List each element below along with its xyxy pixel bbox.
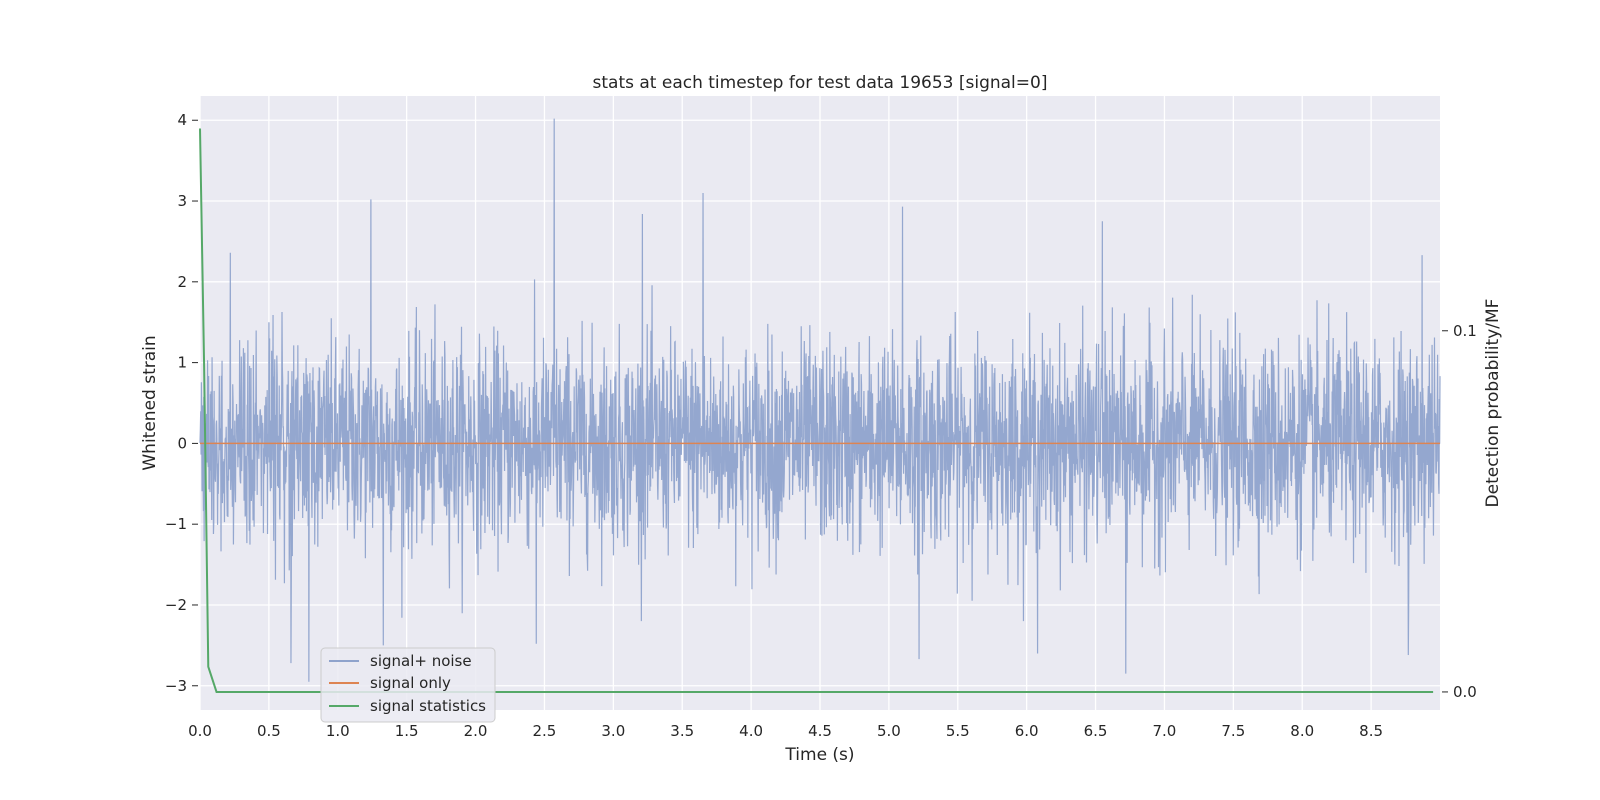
x-tick-label: 0.0 xyxy=(188,722,212,740)
x-tick-label: 6.0 xyxy=(1015,722,1039,740)
y-tick-label: −1 xyxy=(165,515,187,533)
y2-axis-label: Detection probability/MF xyxy=(1483,299,1503,508)
x-tick-label: 8.0 xyxy=(1290,722,1314,740)
x-tick-label: 7.5 xyxy=(1221,722,1245,740)
x-tick-label: 1.0 xyxy=(326,722,350,740)
x-tick-label: 2.5 xyxy=(533,722,557,740)
line-signal-statistics xyxy=(199,128,1434,693)
x-tick-label: 4.0 xyxy=(739,722,763,740)
legend-label-noise: signal+ noise xyxy=(370,652,472,670)
legend-label-stats: signal statistics xyxy=(370,697,486,715)
y-tick-label: 2 xyxy=(177,273,187,291)
x-tick-label: 1.5 xyxy=(395,722,419,740)
x-axis-label: Time (s) xyxy=(784,745,854,765)
y-tick-label: −2 xyxy=(165,596,187,614)
chart-title: stats at each timestep for test data 196… xyxy=(593,73,1048,93)
y-tick-label: 4 xyxy=(177,111,187,129)
legend-label-signal: signal only xyxy=(370,674,451,692)
legend: signal+ noise signal only signal statist… xyxy=(320,647,496,723)
y2-tick-label: 0.1 xyxy=(1453,322,1477,340)
y-tick-label: 1 xyxy=(177,354,187,372)
y2-tick-label: 0.0 xyxy=(1453,683,1477,701)
series-signal-statistics xyxy=(199,128,1434,693)
x-tick-label: 5.0 xyxy=(877,722,901,740)
x-tick-label: 3.5 xyxy=(670,722,694,740)
y-tick-label: 3 xyxy=(177,192,187,210)
line-signal-noise xyxy=(199,118,1441,682)
y-axis-label: Whitened strain xyxy=(140,335,160,470)
legend-box xyxy=(320,647,496,723)
x-tick-label: 2.0 xyxy=(464,722,488,740)
x-tick-label: 0.5 xyxy=(257,722,281,740)
y-tick-label: 0 xyxy=(177,434,187,452)
y-tick-label: −3 xyxy=(165,677,187,695)
y-axis-ticks: −3 −2 −1 0 1 2 3 4 xyxy=(165,111,198,695)
x-tick-label: 6.5 xyxy=(1084,722,1108,740)
x-tick-label: 3.0 xyxy=(601,722,625,740)
x-axis-ticks: 0.0 0.5 1.0 1.5 2.0 2.5 3.0 3.5 4.0 4.5 5.0 5.5 6.0 6… xyxy=(188,722,1383,740)
y2-axis-ticks: 0.0 0.1 xyxy=(1442,322,1477,701)
x-tick-label: 5.5 xyxy=(946,722,970,740)
x-tick-label: 8.5 xyxy=(1359,722,1383,740)
series-signal-noise xyxy=(199,118,1441,682)
x-tick-label: 4.5 xyxy=(808,722,832,740)
x-tick-label: 7.0 xyxy=(1153,722,1177,740)
